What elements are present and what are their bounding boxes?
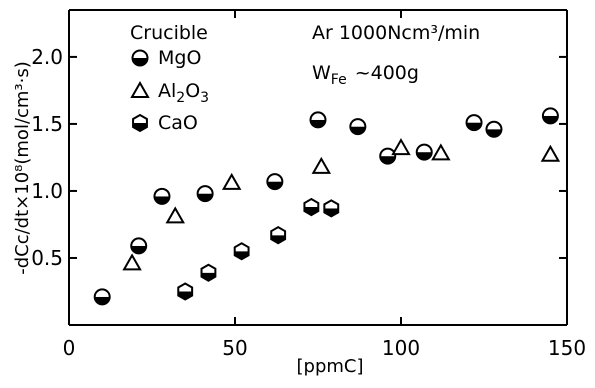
data-point-mgo [349,118,367,136]
legend-label-al2o3: Al2O3 [158,80,209,106]
data-point-mgo [130,237,148,255]
y-tick-label: 2.0 [31,45,63,69]
legend-marker-cao [132,113,148,133]
conditions-annotation: Ar 1000Ncm³/min WFe ~400g [312,22,480,88]
y-axis-label: -dCc/dt×10⁸(mol/cm³·s) [12,61,33,275]
mass-subscript: Fe [331,72,347,88]
legend-label-cao: CaO [158,112,198,134]
data-point-cao [177,282,194,301]
legend-marker-al2o3 [130,80,150,98]
data-point-mgo [465,114,483,132]
y-tick-label: 1.0 [31,179,63,203]
data-points [93,107,561,306]
legend-title: Crucible [130,22,208,44]
axis-ticks [68,10,568,325]
mass-annotation: WFe ~400g [312,62,419,88]
data-point-cao [233,242,250,261]
y-tick-label: 1.5 [31,112,63,136]
legend-items: MgO Al2O3 CaO [130,47,209,134]
data-point-mgo [93,288,111,306]
data-point-mgo [485,120,503,138]
axes [68,9,568,326]
data-point-al2o3 [431,143,451,161]
data-point-al2o3 [221,172,242,190]
data-point-cao [270,226,287,245]
data-point-mgo [309,111,327,129]
x-tick-label: 150 [548,336,586,360]
data-point-mgo [415,143,433,161]
x-tick-label: 100 [382,336,420,360]
legend-label-mgo: MgO [158,47,201,69]
data-point-al2o3 [540,144,561,162]
data-point-mgo [541,107,559,125]
x-axis-label: [ppmC] [297,356,364,377]
data-point-al2o3 [391,138,411,156]
legend: Crucible MgO Al2O3 CaO [130,22,209,134]
y-tick-label: 0.5 [31,246,63,270]
data-point-mgo [379,147,397,165]
mass-prefix: W [312,62,331,84]
axis-tick-labels: 0 50 100 150 0.5 1.0 1.5 2.0 [31,45,586,360]
data-point-cao [323,199,340,218]
data-point-mgo [196,185,214,203]
x-tick-label: 0 [63,336,76,360]
data-point-cao [303,197,320,217]
legend-marker-mgo [131,49,149,67]
data-point-al2o3 [122,253,142,271]
data-point-cao [200,263,217,282]
data-point-mgo [153,187,171,205]
mass-value: ~400g [355,62,419,84]
x-tick-label: 50 [222,336,247,360]
gas-flow-annotation: Ar 1000Ncm³/min [312,22,480,44]
data-point-al2o3 [311,156,332,174]
data-point-al2o3 [165,206,185,224]
data-point-mgo [266,173,284,191]
